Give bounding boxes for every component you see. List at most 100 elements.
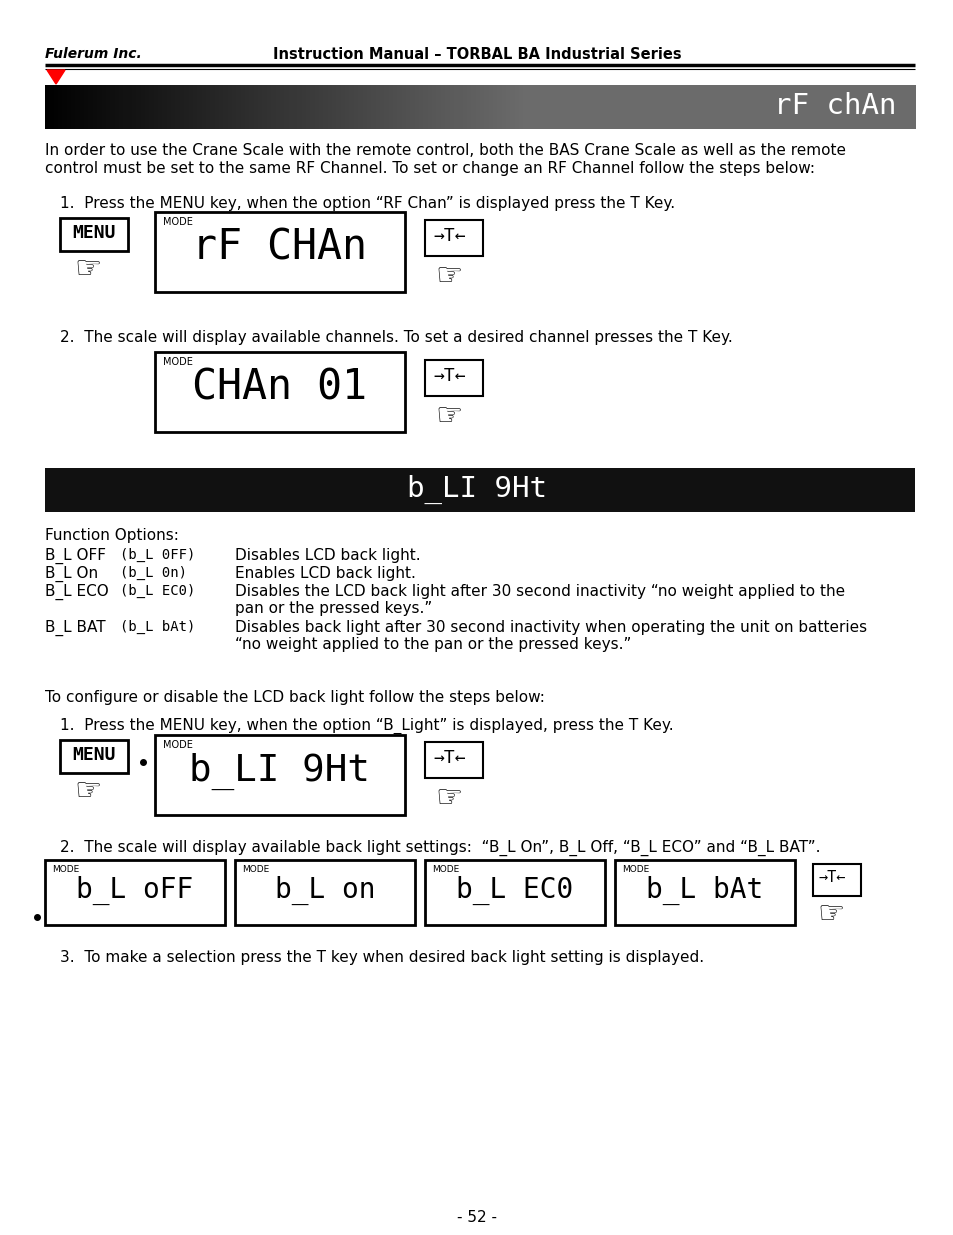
Bar <box>801 85 807 128</box>
Bar <box>476 85 481 128</box>
Bar <box>267 85 273 128</box>
Bar <box>440 85 446 128</box>
Text: rF CHAn: rF CHAn <box>193 227 367 269</box>
Bar <box>875 85 881 128</box>
Bar <box>736 85 741 128</box>
Bar <box>566 85 572 128</box>
Text: MODE: MODE <box>52 864 79 874</box>
Bar <box>206 85 212 128</box>
Bar <box>588 85 594 128</box>
Bar <box>236 85 242 128</box>
Bar <box>488 85 494 128</box>
Bar <box>675 85 680 128</box>
Bar <box>658 85 663 128</box>
Bar <box>289 85 294 128</box>
Bar <box>397 85 403 128</box>
Bar <box>436 85 442 128</box>
Text: (b_L 0FF): (b_L 0FF) <box>120 548 195 562</box>
Bar <box>814 85 820 128</box>
Bar <box>106 85 112 128</box>
Bar <box>67 85 72 128</box>
Text: b_L EC0: b_L EC0 <box>456 876 573 905</box>
Text: Function Options:: Function Options: <box>45 529 179 543</box>
Bar <box>271 85 276 128</box>
Bar <box>371 85 376 128</box>
Bar <box>697 85 702 128</box>
Bar <box>780 85 785 128</box>
Text: 2.  The scale will display available channels. To set a desired channel presses : 2. The scale will display available chan… <box>60 330 732 345</box>
Bar <box>819 85 824 128</box>
Bar <box>379 85 385 128</box>
Bar <box>214 85 220 128</box>
Bar <box>536 85 542 128</box>
Bar <box>306 85 312 128</box>
Bar <box>92 85 98 128</box>
Bar <box>662 85 668 128</box>
Bar <box>549 85 555 128</box>
Bar <box>506 85 512 128</box>
Bar <box>132 85 137 128</box>
Bar <box>145 85 151 128</box>
Text: MENU: MENU <box>72 746 115 764</box>
Text: MODE: MODE <box>432 864 458 874</box>
Bar <box>58 85 64 128</box>
Text: 1.  Press the MENU key, when the option “RF Chan” is displayed press the T Key.: 1. Press the MENU key, when the option “… <box>60 196 675 211</box>
Bar <box>123 85 129 128</box>
Bar <box>841 85 846 128</box>
Bar <box>601 85 607 128</box>
Bar <box>150 85 155 128</box>
Bar <box>97 85 103 128</box>
Bar <box>71 85 77 128</box>
Bar <box>432 85 437 128</box>
Bar <box>384 85 390 128</box>
Bar <box>362 85 368 128</box>
Bar <box>888 85 894 128</box>
Bar <box>515 85 520 128</box>
Bar <box>836 85 841 128</box>
Text: →T←: →T← <box>433 227 465 245</box>
Bar <box>775 85 781 128</box>
Bar <box>805 85 811 128</box>
Bar <box>666 85 672 128</box>
Bar <box>175 85 181 128</box>
Bar <box>740 85 746 128</box>
Bar <box>284 85 290 128</box>
Bar <box>610 85 616 128</box>
Bar <box>579 85 585 128</box>
Bar <box>518 85 524 128</box>
Text: b_L oFF: b_L oFF <box>76 876 193 905</box>
Bar <box>418 85 424 128</box>
Text: 2.  The scale will display available back light settings:  “B_L On”, B_L Off, “B: 2. The scale will display available back… <box>60 840 820 856</box>
Bar <box>640 85 646 128</box>
Bar <box>827 85 833 128</box>
Bar <box>501 85 507 128</box>
Bar <box>758 85 763 128</box>
Bar <box>493 85 498 128</box>
Text: ☞: ☞ <box>816 900 843 929</box>
Bar <box>479 85 485 128</box>
Bar <box>727 85 733 128</box>
Bar <box>50 85 55 128</box>
Bar <box>219 85 225 128</box>
Bar <box>532 85 537 128</box>
Bar <box>797 85 802 128</box>
Text: ☞: ☞ <box>74 777 101 806</box>
Bar <box>497 85 503 128</box>
Bar <box>654 85 659 128</box>
Text: b_L on: b_L on <box>274 876 375 905</box>
Text: (b_L 0n): (b_L 0n) <box>120 566 187 580</box>
Bar <box>732 85 738 128</box>
Bar <box>710 85 716 128</box>
Bar <box>388 85 395 128</box>
Bar <box>310 85 315 128</box>
Bar <box>232 85 237 128</box>
Bar <box>427 85 434 128</box>
Bar <box>53 85 59 128</box>
Text: rF chAn: rF chAn <box>774 91 896 120</box>
Text: CHAn 01: CHAn 01 <box>193 367 367 409</box>
Bar <box>84 85 90 128</box>
Bar <box>354 85 359 128</box>
Text: b_LI 9Ht: b_LI 9Ht <box>190 753 370 790</box>
Bar <box>627 85 633 128</box>
Bar <box>753 85 760 128</box>
